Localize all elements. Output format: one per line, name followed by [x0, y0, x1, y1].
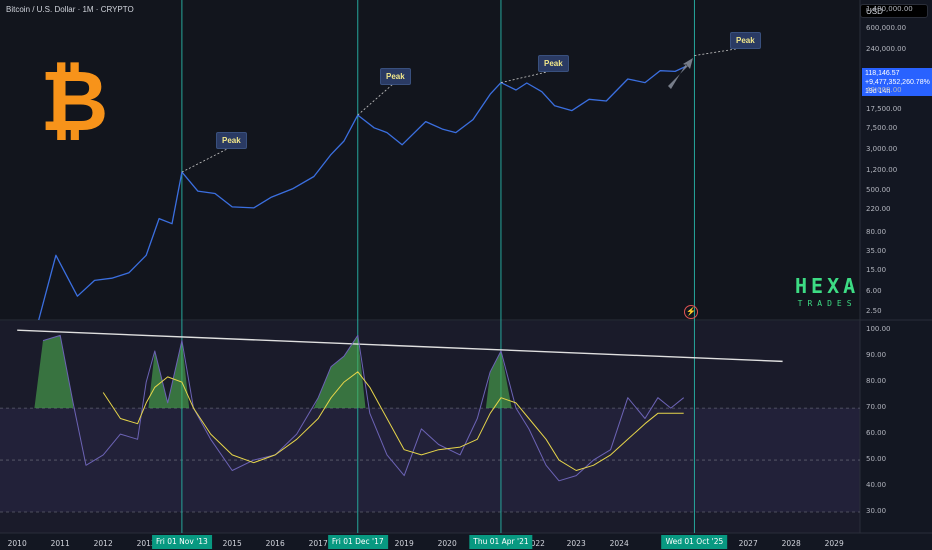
- time-axis-label: 2020: [437, 539, 457, 548]
- current-price-tag: 118,146.57 +9,477,352,260.78% 19d 14h: [862, 68, 932, 96]
- price-line: [38, 65, 687, 321]
- rsi-axis-label: 60.00: [866, 429, 887, 438]
- rsi-axis-label: 30.00: [866, 507, 887, 515]
- time-axis-highlight: Fri 01 Nov '13: [151, 535, 212, 549]
- time-axis-label: 2013: [136, 539, 156, 548]
- peak-connector: [181, 147, 230, 173]
- price-axis-label: 500.00: [866, 186, 891, 195]
- time-axis-highlight: Thu 01 Apr '21: [469, 535, 533, 549]
- price-axis-label: 7,500.00: [866, 124, 898, 133]
- price-axis-label: 15.00: [866, 266, 887, 275]
- price-axis-label: 600,000.00: [866, 24, 907, 33]
- rsi-axis-label: 90.00: [866, 351, 887, 360]
- peak-label: Peak: [380, 68, 411, 85]
- brand-logo: HEXA TRADES: [795, 276, 859, 308]
- time-axis-label: 2016: [265, 539, 285, 548]
- time-axis-label: 2028: [781, 539, 801, 548]
- candle-countdown: 19d 14h: [865, 88, 891, 95]
- rsi-ma-line: [102, 371, 684, 471]
- time-axis-label: 2012: [93, 539, 113, 548]
- price-axis-label: 220.00: [866, 204, 891, 213]
- price-axis-label: 240,000.00: [866, 45, 907, 54]
- time-axis-highlight: Wed 01 Oct '25: [661, 535, 728, 549]
- time-axis-label: 2023: [566, 539, 586, 548]
- price-pane: [0, 0, 860, 320]
- rsi-axis-label: 50.00: [866, 455, 887, 464]
- price-axis-label: 80.00: [866, 227, 887, 236]
- price-axis-label: 3,000.00: [866, 145, 898, 154]
- price-axis-label: 1,200.00: [866, 166, 898, 175]
- price-axis-label: 17,500.00: [866, 104, 902, 113]
- time-axis-label: 2022: [525, 539, 545, 548]
- peak-label: Peak: [216, 132, 247, 149]
- bitcoin-logo-icon: ₿: [40, 54, 109, 148]
- overbought-area: [313, 335, 366, 409]
- time-axis-highlight: Fri 01 Dec '17: [327, 535, 388, 549]
- price-axis-label: 6.00: [866, 287, 882, 296]
- price-axis-label: 40,000.00: [866, 86, 902, 95]
- currency-selector[interactable]: USD: [860, 4, 928, 18]
- rsi-trendline: [17, 329, 783, 363]
- price-axis-label: 35.00: [866, 246, 887, 255]
- time-axis-label: 2019: [394, 539, 414, 548]
- time-axis-label: 2029: [824, 539, 844, 548]
- rsi-axis-label: 70.00: [866, 403, 887, 412]
- rsi-axis-label: 100.00: [866, 325, 891, 334]
- current-price: 118,146.57: [865, 70, 900, 77]
- overbought-area: [485, 351, 512, 409]
- symbol-title[interactable]: Bitcoin / U.S. Dollar · 1M · CRYPTO: [6, 5, 134, 14]
- time-axis-label: 2017: [308, 539, 328, 548]
- price-axis-label: 2.50: [866, 307, 882, 315]
- projection-arrow: [668, 58, 693, 89]
- time-axis-label: 2011: [50, 539, 70, 548]
- lightning-icon[interactable]: ⚡: [684, 305, 698, 319]
- peak-connector: [694, 47, 743, 56]
- rsi-axis-label: 80.00: [866, 377, 887, 386]
- peak-connector: [500, 70, 552, 84]
- brand-name: HEXA: [795, 274, 860, 298]
- time-axis-label: 2024: [609, 539, 629, 548]
- price-axis-label: 1,400,000.00: [866, 5, 913, 13]
- overbought-area: [148, 340, 190, 409]
- time-axis-label: 2027: [738, 539, 758, 548]
- time-axis-label: 2015: [222, 539, 242, 548]
- rsi-line: [42, 334, 685, 482]
- rsi-axis-label: 40.00: [866, 481, 887, 490]
- time-axis-label: 2010: [7, 539, 27, 548]
- price-change: +9,477,352,260.78%: [865, 79, 930, 86]
- peak-label: Peak: [730, 32, 761, 49]
- peak-label: Peak: [538, 55, 569, 72]
- brand-subtitle: TRADES: [797, 299, 857, 308]
